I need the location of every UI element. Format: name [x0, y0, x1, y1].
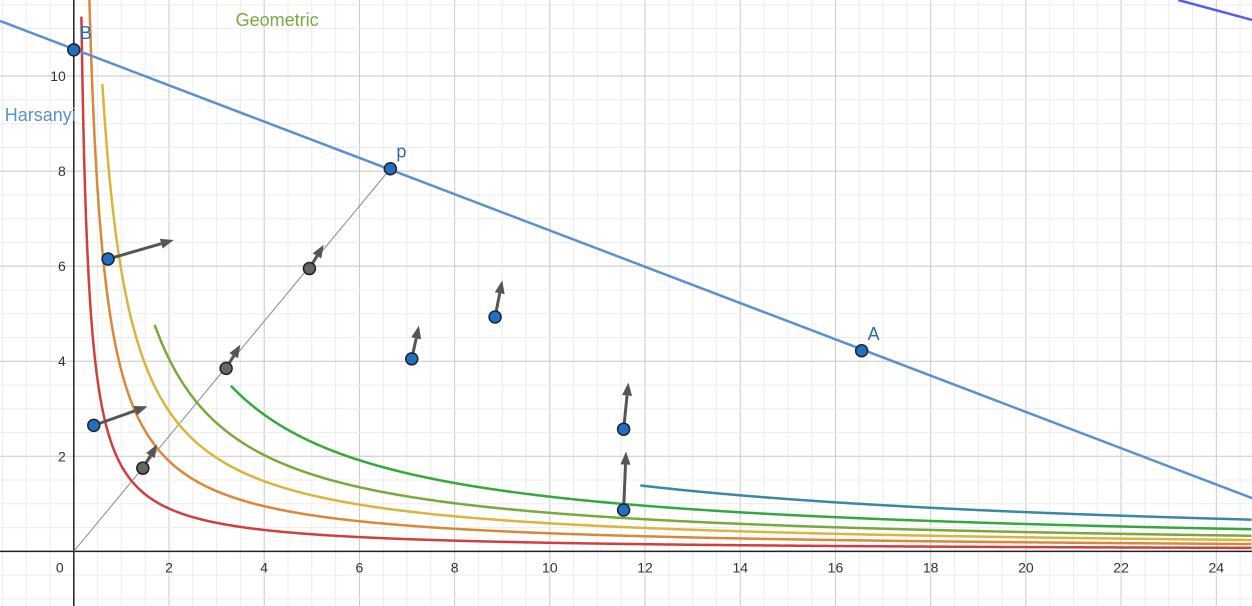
- gradient-vector-arrowhead: [494, 280, 505, 295]
- points[interactable]: [67, 43, 869, 517]
- x-tick-label: 16: [828, 559, 844, 575]
- gradient-vector-arrowhead: [229, 344, 241, 359]
- x-tick-label: 8: [451, 559, 459, 575]
- gradient-vector-shaft: [107, 242, 162, 261]
- point[interactable]: [219, 361, 233, 376]
- point-label-b: B: [80, 23, 92, 43]
- x-tick-label: 20: [1018, 559, 1034, 575]
- series-line: [1177, 0, 1252, 22]
- point[interactable]: [616, 422, 631, 436]
- gradient-vector-arrowhead: [159, 238, 174, 249]
- y-tick-label: 10: [50, 68, 66, 84]
- gradient-vector-arrowhead: [622, 382, 633, 397]
- series-curve: [101, 83, 1252, 542]
- y-tick-label: 6: [58, 258, 66, 274]
- x-tick-label: 12: [637, 559, 653, 575]
- series-harsanyi: [0, 19, 1252, 500]
- y-tick-label: 4: [58, 353, 66, 369]
- vectors: [93, 238, 633, 511]
- y-tick-label: 2: [58, 448, 66, 464]
- gradient-vector-arrowhead: [411, 325, 422, 340]
- point-b[interactable]: [67, 43, 81, 57]
- gradient-vector-arrowhead: [146, 444, 158, 459]
- x-tick-label: 22: [1113, 559, 1129, 575]
- x-tick-label: 0: [56, 559, 64, 575]
- x-tick-label: 14: [732, 559, 748, 575]
- point[interactable]: [616, 503, 631, 517]
- curve-label-geometric: Geometric: [236, 10, 319, 30]
- x-tick-label: 2: [165, 559, 173, 575]
- point-a[interactable]: [854, 344, 869, 358]
- curves: [0, 0, 1252, 552]
- point[interactable]: [488, 310, 502, 324]
- point[interactable]: [405, 352, 419, 366]
- point[interactable]: [87, 418, 101, 433]
- series-curve: [88, 0, 1252, 546]
- series-curve: [229, 384, 1252, 531]
- series-curve: [80, 16, 1252, 550]
- x-tick-label: 6: [356, 559, 364, 575]
- curve-label-harsanyi: Harsanyi: [5, 105, 76, 125]
- point[interactable]: [302, 261, 317, 276]
- point[interactable]: [136, 461, 150, 475]
- labels: Bp A Geometric Harsanyi: [5, 10, 880, 344]
- gradient-vector-arrowhead: [312, 244, 324, 259]
- x-tick-label: 18: [923, 559, 939, 575]
- gradient-vector-shaft: [93, 409, 136, 427]
- gradient-vector-arrowhead: [620, 451, 631, 465]
- series-geometric: [153, 324, 1252, 538]
- x-tick-label: 10: [542, 559, 558, 575]
- point[interactable]: [101, 252, 115, 266]
- point-p[interactable]: [383, 161, 398, 176]
- point-label-a: A: [868, 324, 880, 344]
- series-curve: [640, 484, 1252, 521]
- gradient-vector-shaft: [622, 464, 627, 511]
- y-tick-label: 8: [58, 163, 66, 179]
- x-tick-label: 4: [260, 559, 268, 575]
- point-label-p: p: [396, 142, 406, 162]
- gradient-vector-arrowhead: [133, 405, 148, 416]
- x-tick-label: 24: [1209, 559, 1225, 575]
